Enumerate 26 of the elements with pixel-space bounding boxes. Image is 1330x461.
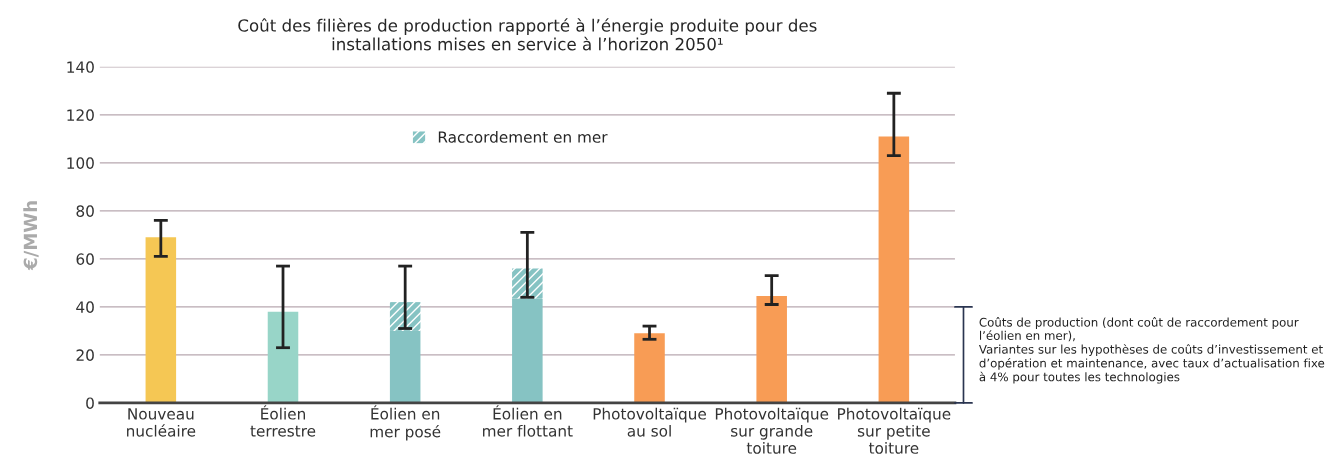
y-tick-label: 40 <box>76 301 94 313</box>
x-tick-label: Photovoltaïque sur grande toiture <box>715 407 829 454</box>
text: Coûts de production (dont coût de raccordement pour l’éolien en mer), Variantes sur les hypothèses de coûts d’investissement et d’opération et maintenance, avec taux d’actualisation fixe à 4% pour toutes les technologies <box>978 317 1325 384</box>
x-tick-label: Éolien terrestre <box>250 405 316 437</box>
y-tick-label: 80 <box>76 205 94 217</box>
x-tick-label: Éolien en mer flottant <box>483 405 573 437</box>
y-tick-label: 100 <box>67 157 94 169</box>
bar <box>389 330 421 403</box>
y-tick-label: 0 <box>86 397 94 409</box>
x-tick-label: Photovoltaïque au sol <box>593 407 706 437</box>
y-tick-label: 60 <box>76 253 94 265</box>
legend-label: Raccordement en mer <box>438 131 608 143</box>
bar <box>756 296 787 403</box>
y-tick-label: 20 <box>76 349 94 361</box>
y-tick-label: 140 <box>67 61 94 73</box>
x-tick-label: Photovoltaïque sur petite toiture <box>838 407 951 454</box>
bar <box>145 237 177 403</box>
bar <box>634 333 665 403</box>
bar <box>267 311 299 403</box>
x-tick-label: Éolien en mer posé <box>370 405 441 441</box>
y-tick-label: 120 <box>67 109 94 121</box>
bar <box>512 298 543 403</box>
chart-title: Coût des filières de production rapporté à l’énergie produite pour des installations mises en service à l’horizon 2050¹ <box>238 18 817 51</box>
x-tick-label: Nouveau nucléaire <box>127 408 196 437</box>
bar <box>878 136 910 403</box>
y-axis-title: €/MWh <box>23 201 39 271</box>
